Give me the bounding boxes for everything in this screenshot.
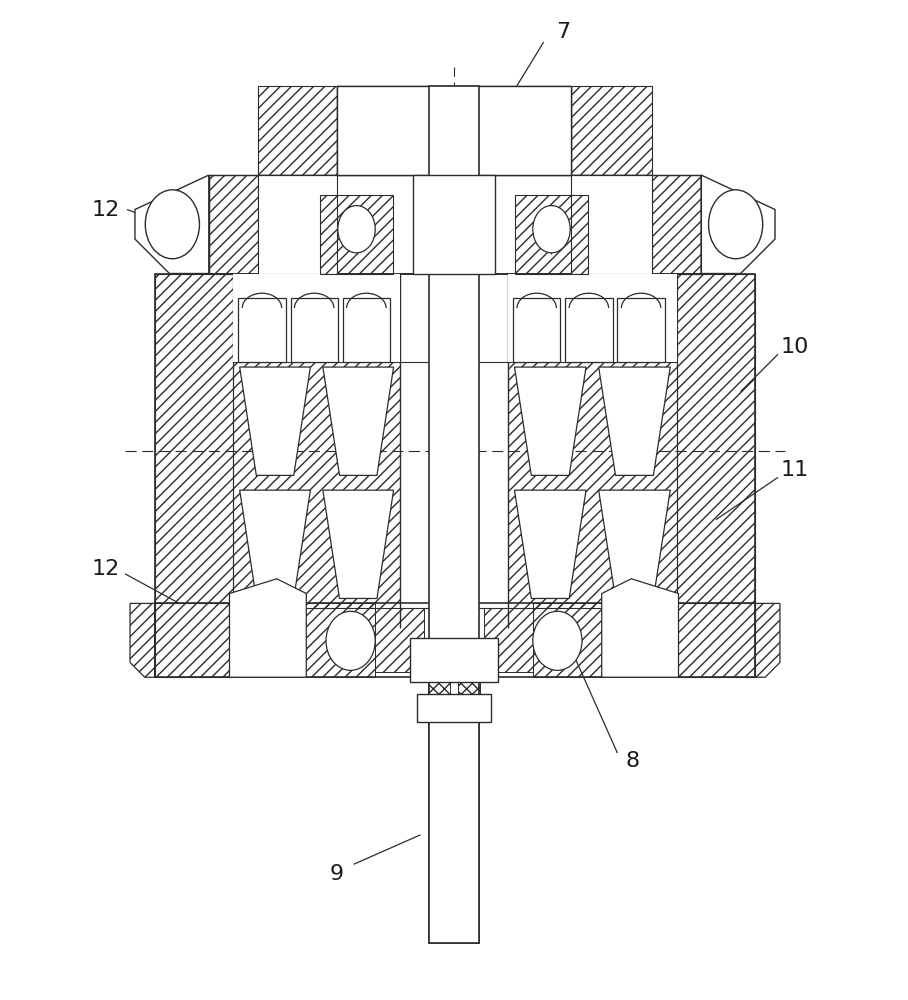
Text: 12: 12 bbox=[92, 200, 120, 220]
Bar bbox=[154, 274, 755, 628]
Bar bbox=[291, 298, 338, 362]
Ellipse shape bbox=[326, 611, 375, 670]
Ellipse shape bbox=[708, 190, 763, 259]
Polygon shape bbox=[515, 490, 586, 598]
Text: 11: 11 bbox=[781, 460, 809, 480]
Bar bbox=[458, 677, 479, 697]
Bar bbox=[412, 175, 496, 274]
Bar bbox=[571, 175, 652, 274]
Bar bbox=[342, 298, 390, 362]
Bar bbox=[429, 697, 479, 943]
Bar bbox=[238, 298, 286, 362]
Bar bbox=[337, 86, 571, 175]
Polygon shape bbox=[135, 175, 209, 274]
Bar bbox=[566, 298, 613, 362]
Ellipse shape bbox=[533, 206, 570, 253]
Bar bbox=[617, 298, 665, 362]
Polygon shape bbox=[602, 579, 678, 677]
Text: 12: 12 bbox=[92, 559, 120, 579]
Polygon shape bbox=[240, 490, 311, 598]
Text: 10: 10 bbox=[781, 337, 809, 357]
Bar bbox=[417, 694, 491, 722]
Polygon shape bbox=[323, 490, 393, 598]
Bar bbox=[508, 274, 676, 362]
Text: 8: 8 bbox=[626, 751, 639, 771]
Bar bbox=[154, 603, 755, 677]
Bar bbox=[258, 175, 337, 274]
Bar bbox=[429, 86, 479, 943]
Bar bbox=[233, 274, 400, 362]
Text: 7: 7 bbox=[557, 22, 570, 42]
Ellipse shape bbox=[533, 611, 582, 670]
Polygon shape bbox=[323, 367, 393, 475]
Polygon shape bbox=[701, 175, 775, 274]
Polygon shape bbox=[240, 367, 311, 475]
Polygon shape bbox=[515, 367, 586, 475]
Polygon shape bbox=[598, 490, 670, 598]
Ellipse shape bbox=[338, 206, 375, 253]
Text: 9: 9 bbox=[330, 864, 344, 884]
Bar bbox=[410, 638, 498, 682]
Bar bbox=[429, 677, 450, 697]
Bar bbox=[513, 298, 560, 362]
Polygon shape bbox=[230, 579, 306, 677]
Ellipse shape bbox=[145, 190, 200, 259]
Polygon shape bbox=[598, 367, 670, 475]
